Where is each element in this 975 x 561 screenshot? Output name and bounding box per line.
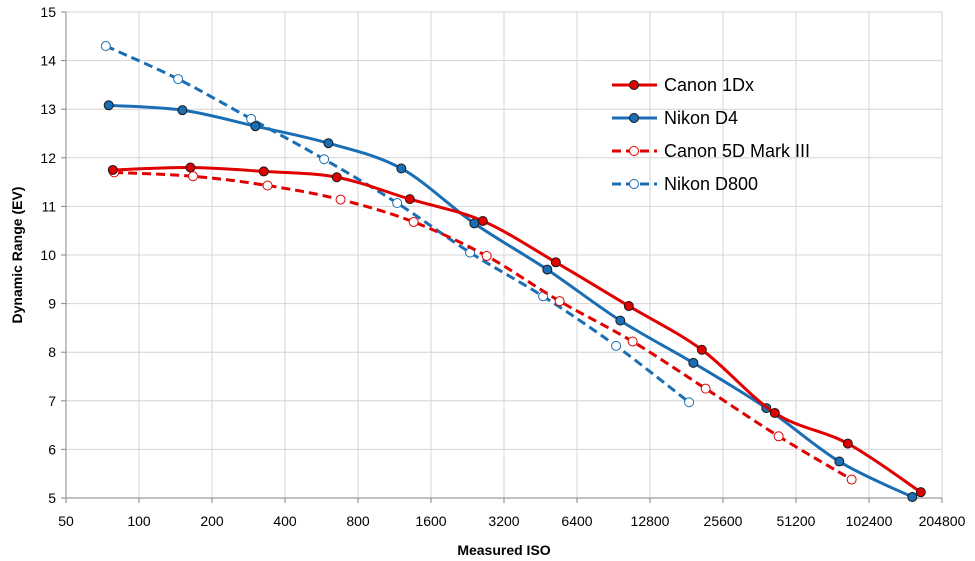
legend: Canon 1Dx Nikon D4 Canon 5D Mark III Nikon … — [612, 75, 810, 194]
data-point — [611, 340, 622, 351]
data-point — [554, 296, 565, 307]
x-tick-label: 3200 — [488, 513, 519, 529]
data-point — [696, 344, 707, 355]
data-point — [846, 474, 857, 485]
data-point — [100, 41, 111, 52]
y-tick-label: 13 — [40, 101, 56, 117]
x-tick-label: 50 — [58, 513, 74, 529]
x-tick-label: 12800 — [631, 513, 670, 529]
data-point — [103, 100, 114, 111]
data-point — [319, 154, 330, 165]
y-tick-label: 10 — [40, 247, 56, 263]
data-point — [107, 164, 118, 175]
data-point — [246, 113, 257, 124]
data-point — [550, 257, 561, 268]
data-point — [177, 105, 188, 116]
data-point — [688, 357, 699, 368]
data-point — [188, 171, 199, 182]
data-point — [335, 194, 346, 205]
x-tick-label: 800 — [346, 513, 370, 529]
data-point — [392, 197, 403, 208]
legend-label: Nikon D4 — [664, 108, 738, 128]
data-point — [331, 172, 342, 183]
legend-marker — [629, 146, 639, 156]
x-tick-label: 25600 — [704, 513, 743, 529]
y-tick-label: 7 — [48, 393, 56, 409]
data-point — [481, 250, 492, 261]
data-point — [404, 194, 415, 205]
data-point — [408, 216, 419, 227]
y-tick-label: 12 — [40, 150, 56, 166]
y-tick-label: 6 — [48, 441, 56, 457]
y-tick-label: 5 — [48, 490, 56, 506]
x-tick-label: 6400 — [561, 513, 592, 529]
series-line — [114, 170, 853, 481]
x-tick-label: 200 — [200, 513, 224, 529]
data-point — [396, 163, 407, 174]
data-point — [323, 138, 334, 149]
legend-marker — [629, 179, 639, 189]
data-point — [623, 301, 634, 312]
series-nikon-d800 — [100, 41, 695, 408]
legend-marker — [629, 113, 639, 123]
series-canon-1dx — [107, 162, 926, 498]
data-point — [173, 74, 184, 85]
legend-marker — [629, 80, 639, 90]
data-point — [250, 121, 261, 132]
data-point — [185, 162, 196, 173]
legend-item-nikon-d4: Nikon D4 — [612, 108, 738, 128]
series-line — [105, 44, 691, 404]
x-tick-label: 400 — [273, 513, 297, 529]
x-tick-label: 204800 — [919, 513, 966, 529]
y-tick-label: 15 — [40, 4, 56, 20]
y-tick-label: 11 — [41, 198, 56, 214]
data-point — [915, 487, 926, 498]
data-point — [262, 180, 273, 191]
legend-label: Canon 5D Mark III — [664, 141, 810, 161]
x-axis-title: Measured ISO — [457, 542, 550, 558]
gridlines — [61, 11, 943, 503]
y-axis-title: Dynamic Range (EV) — [9, 187, 25, 324]
series-canon-5d-mark-iii — [109, 167, 857, 485]
x-tick-label: 1600 — [415, 513, 446, 529]
data-point — [542, 264, 553, 275]
axes — [65, 12, 942, 499]
series — [100, 41, 926, 503]
data-point — [907, 492, 918, 503]
y-tick-label: 14 — [40, 53, 56, 69]
series-line — [108, 103, 913, 499]
data-point — [627, 336, 638, 347]
series-line — [112, 166, 922, 494]
data-point — [684, 397, 695, 408]
legend-item-nikon-d800: Nikon D800 — [612, 174, 758, 194]
x-tick-label: 102400 — [846, 513, 893, 529]
data-point — [258, 166, 269, 177]
data-point — [477, 215, 488, 226]
data-point — [700, 383, 711, 394]
y-tick-labels: 5 6 7 8 9 10 11 12 13 14 15 — [40, 4, 56, 506]
legend-label: Nikon D800 — [664, 174, 758, 194]
data-point — [769, 407, 780, 418]
y-tick-label: 9 — [48, 296, 56, 312]
legend-item-canon-5d-mark-iii: Canon 5D Mark III — [612, 141, 810, 161]
data-point — [842, 438, 853, 449]
y-tick-label: 8 — [48, 344, 56, 360]
x-tick-label: 51200 — [777, 513, 816, 529]
x-tick-label: 100 — [127, 513, 151, 529]
data-point — [834, 456, 845, 467]
x-tick-labels: 50 100 200 400 800 1600 3200 6400 12800 25600 5120… — [58, 513, 965, 529]
data-point — [773, 431, 784, 442]
legend-item-canon-1dx: Canon 1Dx — [612, 75, 754, 95]
data-point — [615, 315, 626, 326]
legend-label: Canon 1Dx — [664, 75, 754, 95]
